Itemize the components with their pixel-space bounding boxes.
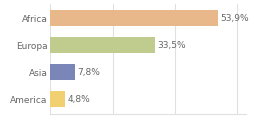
Bar (50, 37, 155, 53)
Text: 4,8%: 4,8% (68, 95, 90, 104)
Bar (50, 91, 65, 107)
Bar (50, 10, 218, 27)
Text: 7,8%: 7,8% (77, 68, 100, 77)
Text: 33,5%: 33,5% (157, 41, 186, 50)
Text: 53,9%: 53,9% (221, 14, 249, 23)
Bar (50, 64, 75, 80)
